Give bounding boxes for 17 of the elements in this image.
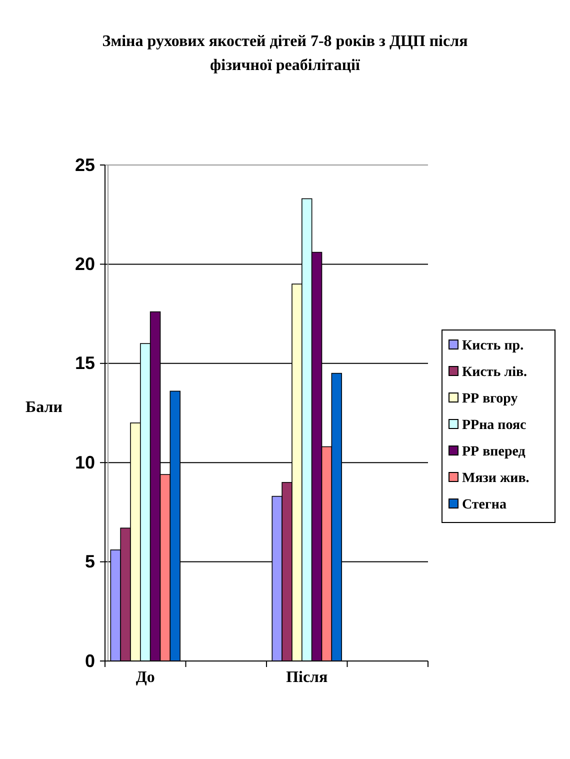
- y-tick-label: 5: [84, 552, 95, 572]
- legend-label: РР вперед: [462, 444, 526, 460]
- legend-label: РР вгору: [462, 392, 518, 406]
- chart-title: Зміна рухових якостей дітей 7-8 років з ДЦП після фізичної реабілітації: [102, 33, 468, 74]
- legend-label: РРна пояс: [462, 418, 526, 433]
- y-axis-title: Бали: [26, 399, 62, 416]
- x-tick-label: Після: [286, 669, 328, 686]
- legend-label: Мязи жив.: [462, 471, 530, 486]
- y-tick-label: 0: [84, 650, 95, 671]
- y-tick-label: 25: [74, 154, 95, 175]
- y-tick-label: 10: [74, 452, 95, 472]
- legend-label: Кисть пр.: [462, 338, 524, 354]
- x-tick-label: До: [136, 669, 155, 686]
- legend-label: Стегна: [462, 498, 506, 512]
- y-tick-label: 15: [74, 353, 95, 374]
- legend-label: Кисть лів.: [462, 365, 528, 380]
- y-tick-label: 20: [74, 254, 95, 274]
